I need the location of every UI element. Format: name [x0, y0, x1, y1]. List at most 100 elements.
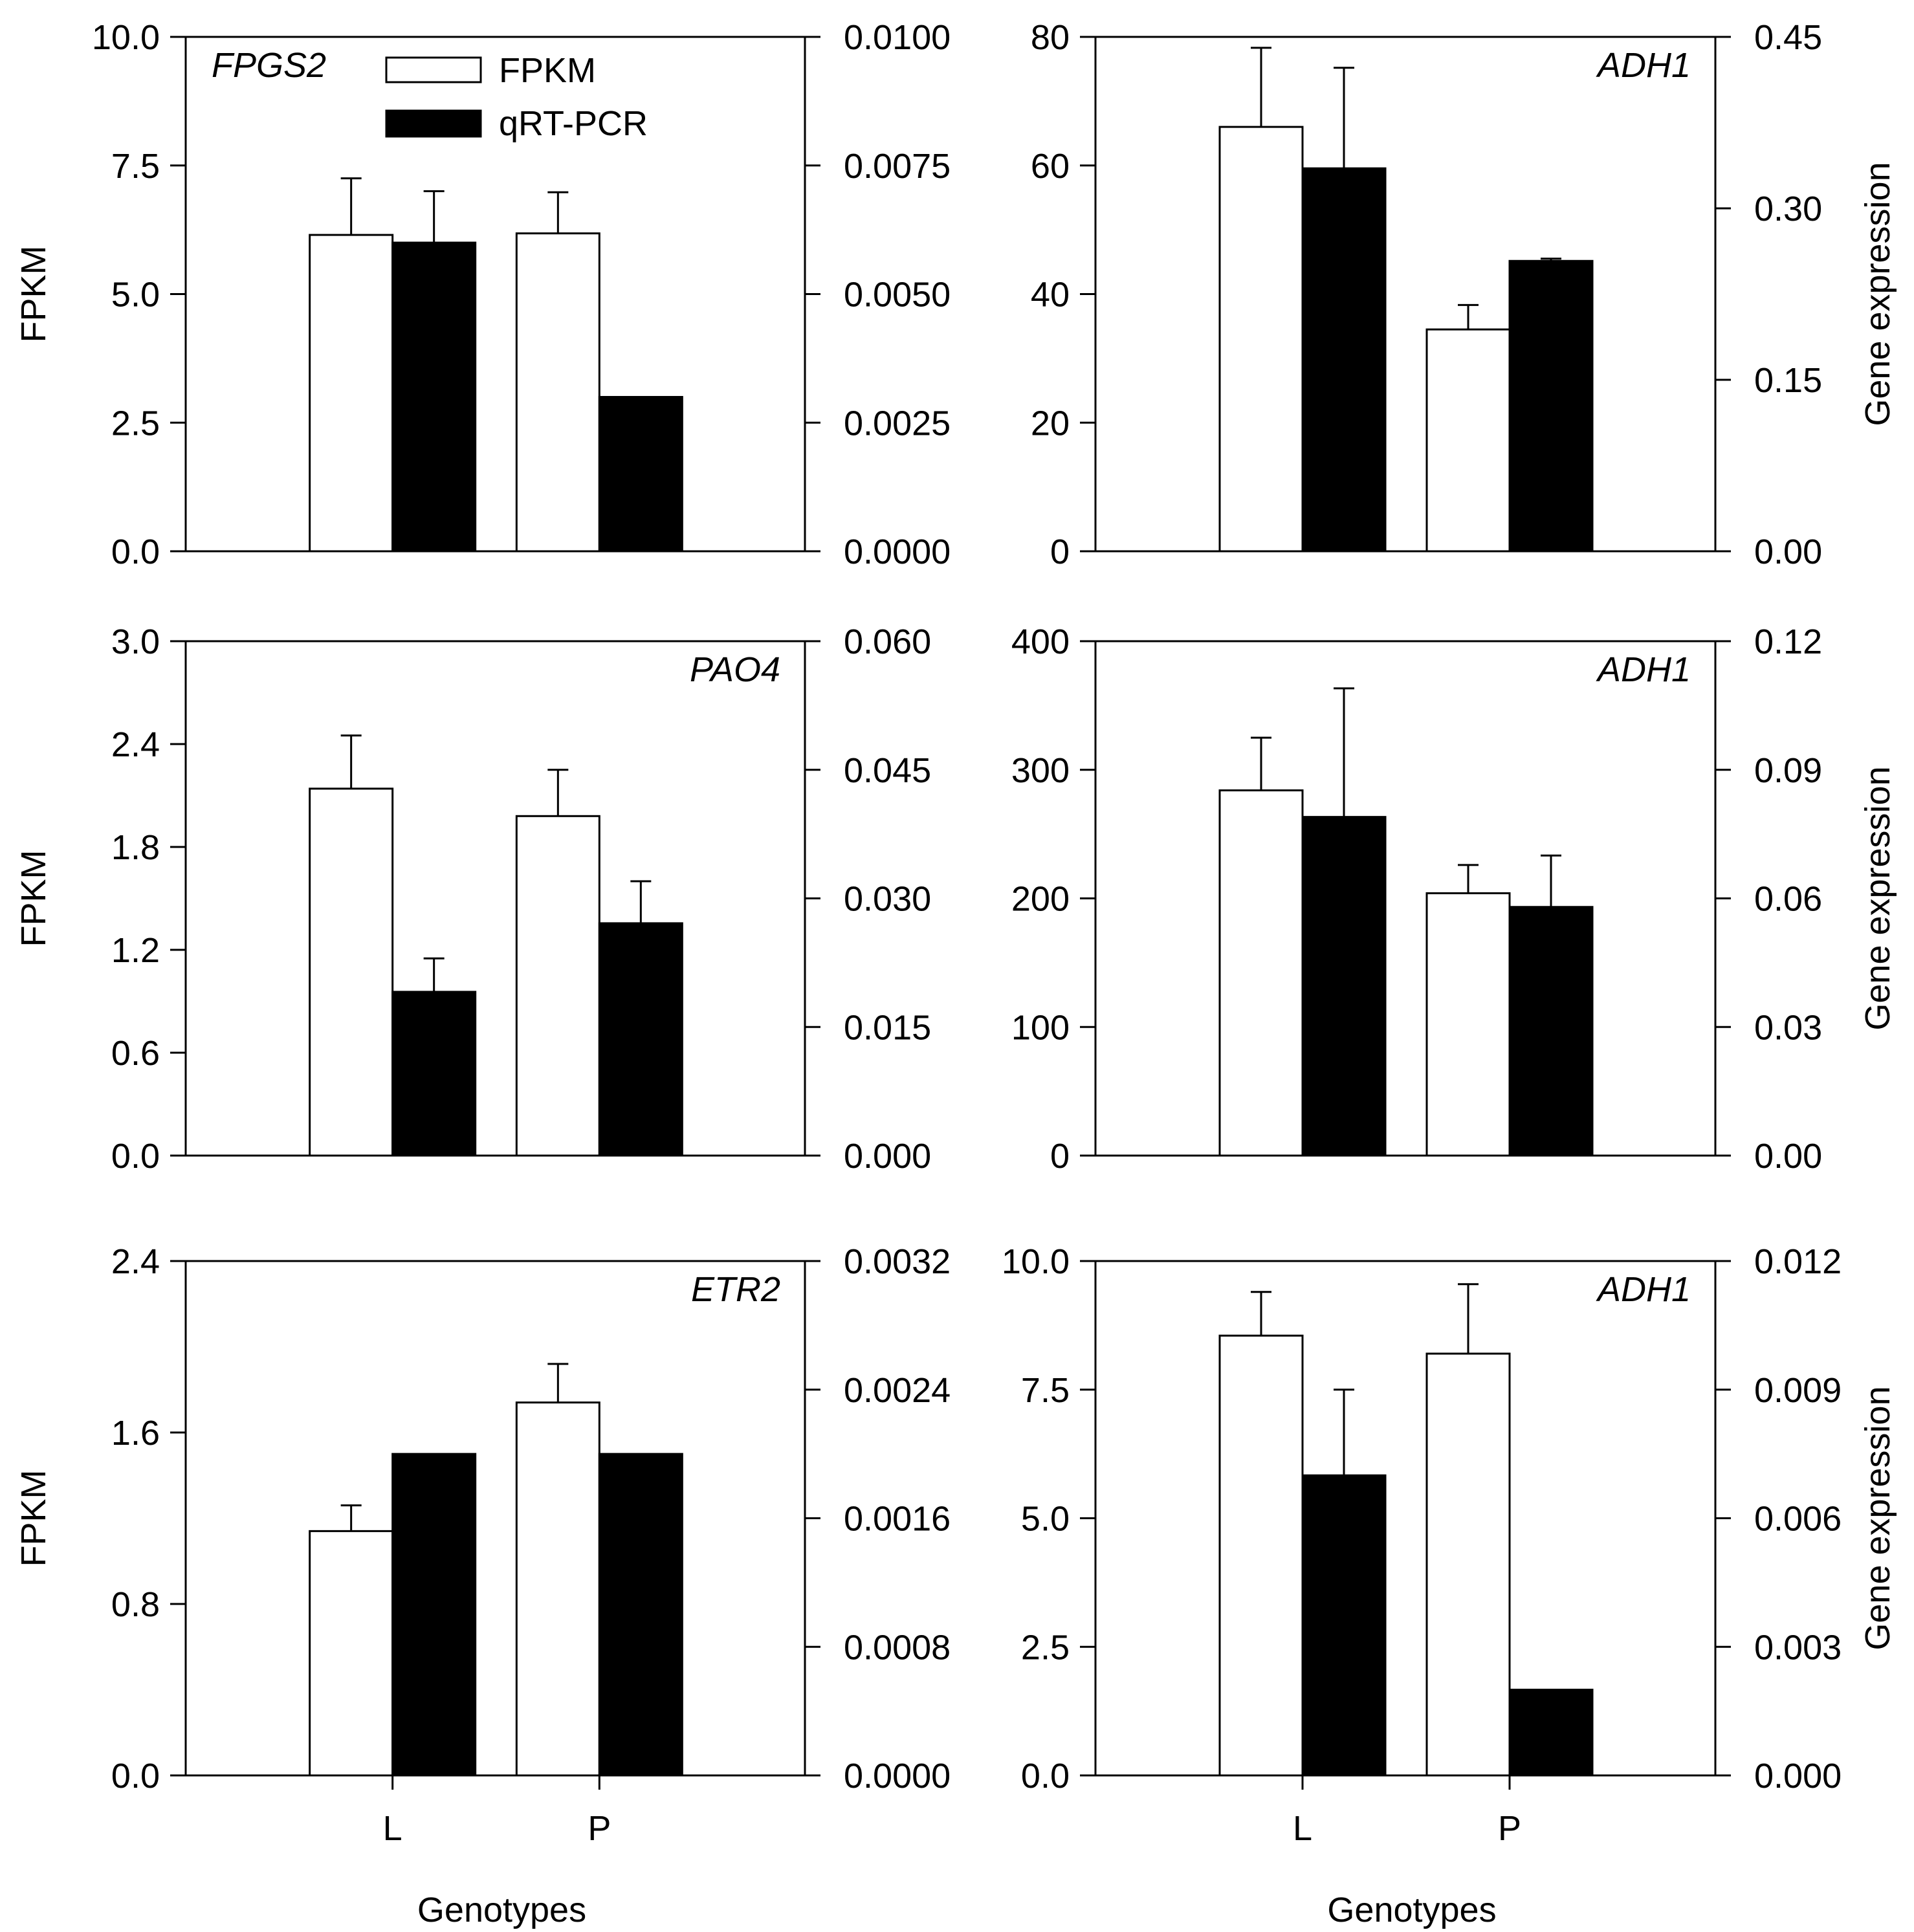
legend-swatch-qrt-pcr [385, 109, 482, 138]
right-axis-title: Gene expression [1858, 162, 1897, 426]
left-tick-label: 0.0 [111, 1137, 160, 1176]
left-tick-label: 10.0 [92, 18, 160, 57]
right-tick-label: 0.12 [1754, 622, 1822, 661]
fpkm-bar-P [515, 232, 600, 553]
fpkm-bar-P [1425, 328, 1511, 553]
left-tick-label: 100 [1011, 1008, 1070, 1047]
right-tick-label: 0.0000 [844, 532, 951, 571]
right-tick-label: 0.003 [1754, 1628, 1842, 1667]
gene-label: FPGS2 [212, 46, 326, 85]
left-tick-label: 3.0 [111, 622, 160, 661]
fpkm-bar-L [1218, 789, 1304, 1157]
gene-label: ADH1 [1596, 650, 1691, 689]
right-tick-label: 0.45 [1754, 18, 1822, 57]
right-tick-label: 0.006 [1754, 1500, 1842, 1539]
fpkm-bar-L [309, 1530, 394, 1777]
fpkm-bar-L [1218, 1334, 1304, 1777]
right-tick-label: 0.0016 [844, 1500, 951, 1539]
left-tick-label: 2.4 [111, 725, 160, 764]
chart-panel-5: 0.0 0.8 1.6 2.4 0.0000 0.0008 0.0016 0.0024 0.00… [14, 1242, 951, 1929]
right-tick-label: 0.00 [1754, 1137, 1822, 1176]
right-tick-label: 0.060 [844, 622, 931, 661]
x-axis-title: Genotypes [1327, 1891, 1496, 1929]
left-tick-label: 0.6 [111, 1034, 160, 1073]
left-tick-label: 5.0 [1021, 1500, 1070, 1539]
right-tick-label: 0.0050 [844, 276, 951, 314]
gene-label: ADH1 [1596, 1270, 1691, 1309]
chart-panel-6: 0.0 2.5 5.0 7.5 10.0 0.000 0.003 0.006 0.009 0.01… [1002, 1242, 1897, 1929]
right-axis-title: Gene expression [1858, 766, 1897, 1030]
qrt-pcr-bar-P [1508, 1689, 1594, 1777]
fpkm-bar-L [1218, 126, 1304, 553]
left-tick-label: 0.8 [111, 1585, 160, 1624]
qrt-pcr-bar-P [598, 922, 683, 1157]
chart-panel-1: 0.0 2.5 5.0 7.5 10.0 0.0000 0.0025 0.0050 0.0075… [14, 18, 951, 571]
left-axis-title: FPKM [14, 245, 53, 342]
left-tick-label: 2.5 [1021, 1628, 1070, 1667]
right-tick-label: 0.0024 [844, 1371, 951, 1410]
chart-panel-2: 0 20 40 60 80 0.00 0.15 0.30 0.45 Gene expression… [1031, 18, 1897, 571]
left-tick-label: 7.5 [1021, 1371, 1070, 1410]
left-tick-label: 0 [1050, 532, 1070, 571]
legend-label-fpkm: FPKM [499, 51, 596, 90]
left-tick-label: 200 [1011, 880, 1070, 919]
right-tick-label: 0.030 [844, 880, 931, 919]
left-tick-label: 1.2 [111, 931, 160, 970]
right-tick-label: 0.0100 [844, 18, 951, 57]
qrt-pcr-bar-P [598, 396, 683, 553]
left-tick-label: 0.0 [1021, 1757, 1070, 1795]
fpkm-bar-P [515, 815, 600, 1157]
left-axis-title: FPKM [14, 850, 53, 947]
left-tick-label: 2.4 [111, 1242, 160, 1281]
left-tick-label: 300 [1011, 751, 1070, 790]
right-tick-label: 0.09 [1754, 751, 1822, 790]
left-tick-label: 10.0 [1002, 1242, 1070, 1281]
qrt-pcr-bar-L [1301, 167, 1387, 553]
right-tick-label: 0.15 [1754, 361, 1822, 400]
qrt-pcr-bar-L [391, 991, 477, 1157]
gene-label: ADH1 [1596, 46, 1691, 85]
legend-swatch-fpkm [385, 56, 482, 83]
x-tick-label-P: P [1498, 1809, 1521, 1848]
qrt-pcr-bar-P [1508, 906, 1594, 1157]
right-tick-label: 0.009 [1754, 1371, 1842, 1410]
fpkm-bar-P [515, 1401, 600, 1777]
left-tick-label: 400 [1011, 622, 1070, 661]
right-tick-label: 0.000 [844, 1137, 931, 1176]
fpkm-bar-L [309, 787, 394, 1157]
qrt-pcr-bar-L [391, 1453, 477, 1777]
right-tick-label: 0.012 [1754, 1242, 1842, 1281]
left-tick-label: 0 [1050, 1137, 1070, 1176]
left-tick-label: 5.0 [111, 276, 160, 314]
right-tick-label: 0.0075 [844, 147, 951, 186]
right-tick-label: 0.0032 [844, 1242, 951, 1281]
legend-label-qrt-pcr: qRT-PCR [499, 104, 648, 143]
x-tick-label-L: L [1293, 1809, 1312, 1848]
right-tick-label: 0.0025 [844, 404, 951, 443]
left-tick-label: 2.5 [111, 404, 160, 443]
left-tick-label: 80 [1031, 18, 1070, 57]
left-tick-label: 20 [1031, 404, 1070, 443]
qrt-pcr-bar-L [1301, 816, 1387, 1157]
left-tick-label: 40 [1031, 276, 1070, 314]
chart-panel-4: 0 100 200 300 400 0.00 0.03 0.06 0.09 0.12 Gene ex… [1011, 622, 1897, 1176]
left-tick-label: 0.0 [111, 1757, 160, 1795]
right-tick-label: 0.03 [1754, 1008, 1822, 1047]
left-tick-label: 7.5 [111, 147, 160, 186]
qrt-pcr-bar-L [391, 241, 477, 553]
right-tick-label: 0.06 [1754, 880, 1822, 919]
qrt-pcr-bar-P [598, 1453, 683, 1777]
right-tick-label: 0.000 [1754, 1757, 1842, 1795]
right-tick-label: 0.0008 [844, 1628, 951, 1667]
chart-panel-3: 0.0 0.6 1.2 1.8 2.4 3.0 0.000 0.015 0.030 0.045 0.… [14, 622, 931, 1176]
gene-label: PAO4 [690, 650, 780, 689]
gene-label: ETR2 [691, 1270, 780, 1309]
right-tick-label: 0.30 [1754, 190, 1822, 228]
qrt-pcr-bar-P [1508, 259, 1594, 553]
right-axis-title: Gene expression [1858, 1386, 1897, 1650]
left-tick-label: 1.8 [111, 828, 160, 867]
x-tick-label-L: L [383, 1809, 402, 1848]
right-tick-label: 0.015 [844, 1008, 931, 1047]
